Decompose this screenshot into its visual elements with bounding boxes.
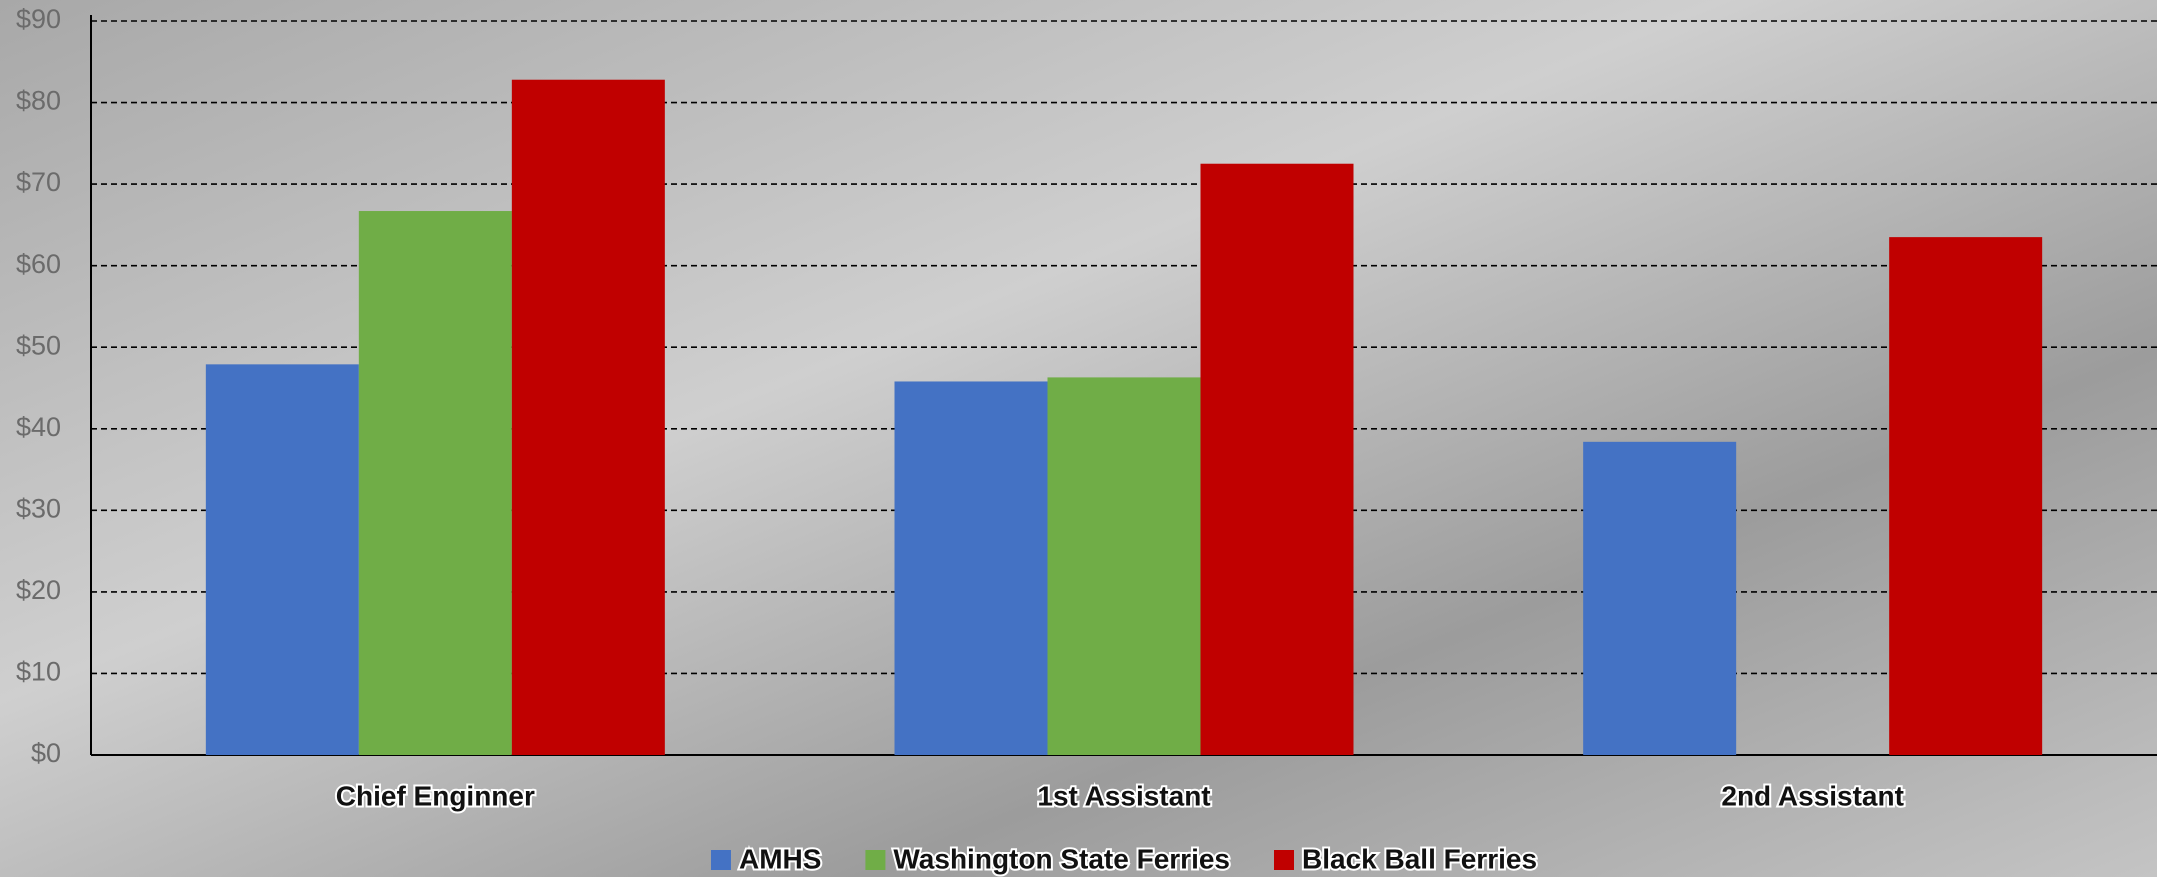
legend-label: Black Ball Ferries [1302, 843, 1537, 874]
y-tick-label: $20 [16, 575, 61, 605]
legend-swatch [865, 850, 886, 870]
bar [205, 364, 359, 755]
y-tick-label: $40 [16, 412, 61, 442]
legend-label: Washington State Ferries [893, 843, 1230, 874]
bar [1889, 237, 2043, 756]
bar [1583, 441, 1737, 755]
bar [1047, 377, 1201, 755]
bar [511, 79, 665, 756]
y-tick-label: $10 [16, 657, 61, 687]
legend-swatch [710, 850, 731, 870]
y-tick-label: $90 [16, 4, 61, 34]
y-tick-label: $0 [31, 738, 61, 768]
bar [358, 211, 512, 756]
y-tick-label: $60 [16, 249, 61, 279]
x-tick-label: 2nd Assistant [1721, 780, 1904, 811]
bar [1200, 163, 1354, 755]
x-tick-label: Chief Enginner [336, 780, 535, 811]
bar [894, 381, 1048, 755]
y-tick-label: $30 [16, 493, 61, 523]
legend-label: AMHS [739, 843, 821, 874]
y-tick-label: $50 [16, 330, 61, 360]
y-tick-label: $70 [16, 167, 61, 197]
y-tick-label: $80 [16, 86, 61, 116]
legend-swatch [1274, 850, 1294, 870]
x-tick-label: 1st Assistant [1037, 780, 1210, 811]
